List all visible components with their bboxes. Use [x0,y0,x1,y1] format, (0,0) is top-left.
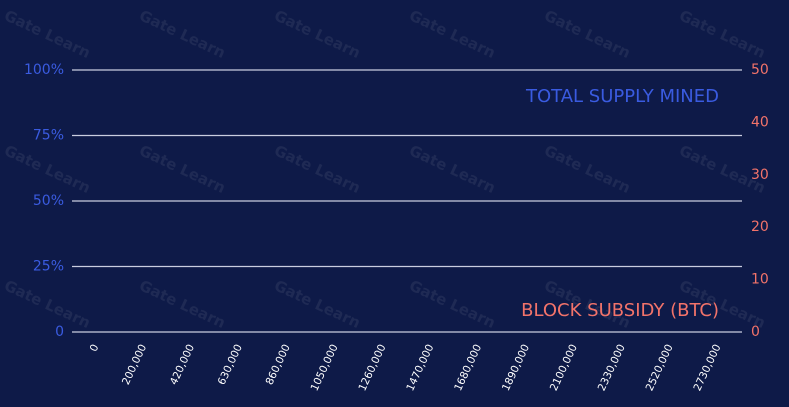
legend-label: TOTAL SUPPLY MINED [525,86,719,107]
y-tick-label: 75% [33,128,64,144]
y2-tick-label: 10 [751,272,769,288]
y-tick-label: 0 [55,324,64,340]
x-tick-label: 0 [88,342,102,353]
y-tick-label: 50% [33,193,64,209]
y2-tick-label: 20 [751,219,769,235]
y2-tick-label: 30 [751,167,769,183]
legend-label: BLOCK SUBSIDY (BTC) [521,300,719,321]
y2-tick-label: 40 [751,114,769,130]
y2-tick-label: 0 [751,324,760,340]
y-tick-label: 25% [33,259,64,275]
y-tick-label: 100% [24,62,64,78]
y2-tick-label: 50 [751,62,769,78]
